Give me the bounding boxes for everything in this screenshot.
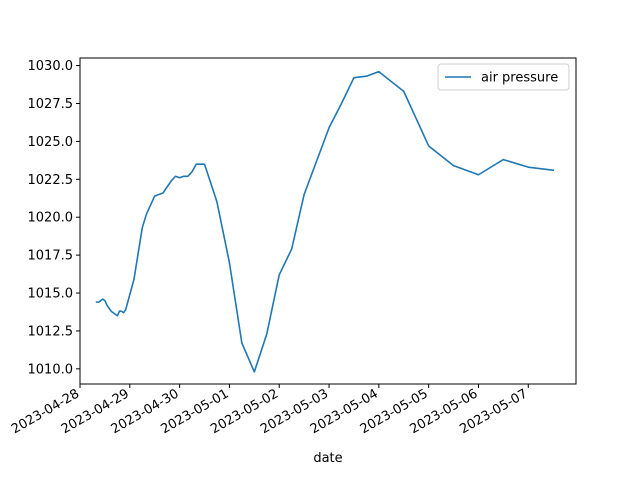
y-tick-label: 1025.0 <box>28 135 74 150</box>
x-axis-title: date <box>313 451 342 466</box>
series-line-0 <box>95 70 555 373</box>
x-axis: 2023-04-282023-04-292023-04-302023-05-01… <box>9 384 530 437</box>
y-tick-label: 1027.5 <box>28 97 74 112</box>
marks-layer <box>95 70 555 373</box>
legend-box <box>437 63 570 91</box>
legend: air pressure <box>437 63 570 91</box>
y-tick-label: 1017.5 <box>28 249 74 264</box>
legend-label: air pressure <box>481 71 558 86</box>
y-tick-label: 1015.0 <box>28 287 74 302</box>
y-tick-label: 1030.0 <box>28 59 74 74</box>
plot-area <box>80 58 576 384</box>
y-axis: 1010.0 1012.5 1015.0 1017.5 1020.0 1022.5 1025… <box>28 59 80 377</box>
plot-frame <box>79 57 577 385</box>
y-tick-label: 1020.0 <box>28 211 74 226</box>
y-tick-label: 1010.0 <box>28 362 74 377</box>
y-tick-label: 1012.5 <box>28 324 74 339</box>
y-tick-label: 1022.5 <box>28 173 74 188</box>
